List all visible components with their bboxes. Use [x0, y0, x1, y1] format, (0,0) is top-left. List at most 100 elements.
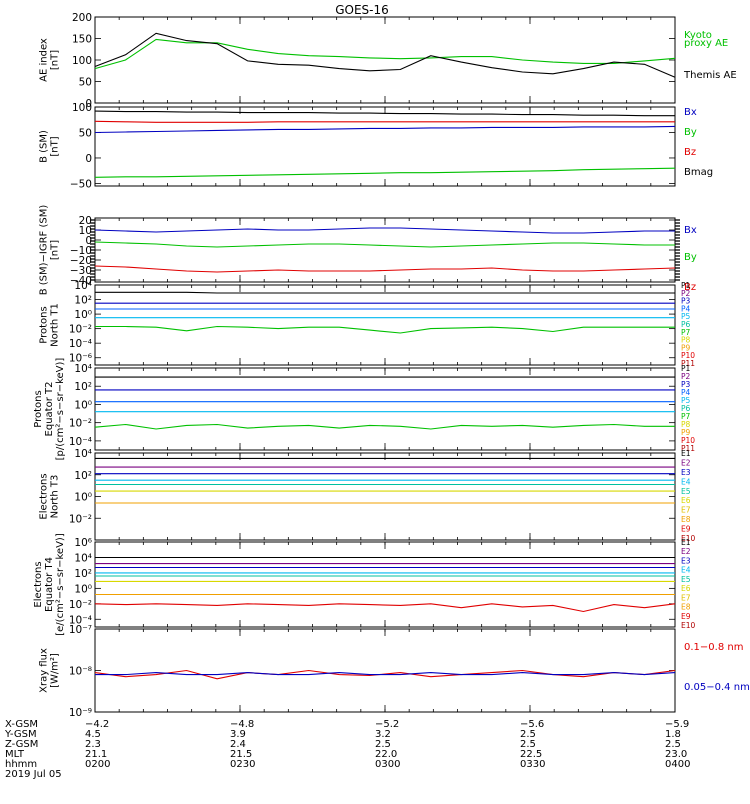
y-tick-label: 10⁻²: [69, 418, 92, 430]
orbit-cell: 0230: [230, 759, 255, 770]
y-tick-label: 10⁻⁶: [69, 353, 92, 365]
orbit-cell: 3.9: [230, 729, 246, 740]
y-tick-label: 10⁰: [74, 583, 92, 595]
orbit-cell: 2.3: [85, 739, 101, 750]
y-axis-label: Electrons: [39, 473, 50, 519]
y-tick-label: 10⁻²: [69, 599, 92, 611]
legend-label: P8: [681, 420, 691, 429]
orbit-cell: 0200: [85, 759, 110, 770]
y-tick-label: 10⁻⁴: [69, 338, 92, 350]
legend-label: E7: [681, 506, 691, 515]
legend-label: 0.05−0.4 nm: [684, 682, 750, 693]
orbit-cell: 3.2: [375, 729, 391, 740]
y-tick-label: 100: [72, 55, 92, 67]
legend-label: E1: [681, 449, 691, 458]
y-tick-label: 10⁻⁷: [69, 624, 92, 636]
panel-7: 10⁶ 10⁴ 10² 10⁰ 10⁻² 10⁻⁴ Electrons Equator T4[…: [33, 533, 696, 636]
y-tick-label: 20: [79, 215, 92, 227]
y-tick-label: 10²: [74, 470, 92, 482]
chart-title: GOES-16: [335, 3, 389, 17]
y-tick-label: 10⁴: [74, 552, 92, 564]
legend-label: P4: [681, 388, 691, 397]
y-axis-label: [nT]: [50, 50, 61, 70]
legend-label: E7: [681, 593, 691, 602]
y-tick-label: −30: [70, 265, 92, 277]
legend-label: By: [684, 127, 697, 138]
series-line: [94, 265, 676, 273]
y-tick-label: 10⁻⁸: [69, 666, 92, 678]
y-axis-label: Electrons: [33, 561, 44, 607]
y-tick-label: 10²: [74, 381, 92, 393]
orbit-row-label: Z-GSM: [5, 739, 38, 750]
orbit-cell: 0300: [375, 759, 400, 770]
legend-label: P2: [681, 289, 691, 298]
y-tick-label: 10⁰: [74, 309, 92, 321]
orbit-row-label: Y-GSM: [4, 729, 37, 740]
legend-label: Bz: [684, 282, 696, 293]
y-tick-label: −50: [70, 178, 92, 190]
legend-label: Bz: [684, 147, 696, 158]
legend-label: E8: [681, 603, 691, 612]
orbit-cell: 2.4: [230, 739, 246, 750]
y-tick-label: 200: [72, 12, 92, 24]
y-tick-label: 10⁶: [74, 537, 92, 549]
legend-label: E10: [681, 534, 696, 543]
legend-label: Themis AE: [683, 70, 737, 81]
legend-label: P1: [681, 281, 691, 290]
legend-label: E3: [681, 468, 691, 477]
legend-label: E5: [681, 487, 691, 496]
y-tick-label: 0: [85, 235, 92, 247]
legend-label: P10: [681, 351, 695, 360]
legend-label: E9: [681, 525, 691, 534]
legend-label: proxy AE: [684, 38, 728, 49]
orbit-cell: 4.5: [85, 729, 101, 740]
y-tick-label: 100: [72, 102, 92, 114]
orbit-cell: 22.5: [520, 749, 542, 760]
orbit-cell: −4.8: [230, 719, 254, 730]
y-tick-label: 10⁴: [74, 280, 92, 292]
legend-label: P5: [681, 396, 691, 405]
panel-2: −50 0 50 100 B (SM) [nT] Bx By Bz Bmag: [39, 102, 714, 190]
orbit-date: 2019 Jul 05: [5, 769, 62, 780]
legend-label: By: [684, 252, 697, 263]
y-axis-label: North T1: [50, 303, 61, 347]
y-tick-label: 10⁴: [74, 363, 92, 375]
orbit-cell: 1.8: [665, 729, 681, 740]
series-line: [94, 603, 676, 613]
legend-label: E5: [681, 575, 691, 584]
legend-label: Bx: [684, 107, 697, 118]
orbit-cell: 2.5: [520, 739, 536, 750]
y-tick-label: −40: [70, 275, 92, 287]
y-tick-label: 10⁻⁹: [69, 707, 92, 719]
legend-label: P4: [681, 304, 691, 313]
panel-4: 10⁴ 10² 10⁰ 10⁻² 10⁻⁴ 10⁻⁶ Protons North T1 P1P2…: [39, 280, 696, 368]
orbit-cell: 0330: [520, 759, 545, 770]
panel-frame: [94, 284, 676, 366]
y-tick-label: 10⁻⁴: [69, 436, 92, 448]
legend-label: E6: [681, 584, 691, 593]
panel-5: 10⁴ 10² 10⁰ 10⁻² 10⁻⁴ Protons Equator T2 [p/(cm…: [33, 358, 695, 461]
y-tick-label: 10⁰: [74, 492, 92, 504]
y-axis-label: Equator T4: [44, 557, 55, 612]
legend-label: E2: [681, 547, 691, 556]
panel-6: 10⁴ 10² 10⁰ 10⁻² Electrons North T3 E1E2E3E4E5…: [39, 448, 696, 543]
series-line: [94, 120, 675, 123]
y-axis-label: [W/m²]: [50, 653, 61, 688]
series-line: [94, 32, 676, 78]
legend-label: P8: [681, 336, 691, 345]
y-tick-label: 0: [85, 153, 92, 165]
series-line: [94, 423, 675, 430]
series-line: [95, 672, 676, 676]
legend-label: P3: [681, 297, 691, 306]
orbit-cell: −5.6: [520, 719, 544, 730]
y-tick-label: 50: [79, 77, 92, 89]
panel-frame: [94, 452, 676, 541]
orbit-cell: 2.5: [665, 739, 681, 750]
orbit-row-label: X-GSM: [5, 719, 38, 730]
y-axis-label: Xray flux: [39, 648, 50, 693]
y-tick-label: 10⁻²: [69, 324, 92, 336]
legend-label: E4: [681, 477, 691, 486]
legend-label: P5: [681, 312, 691, 321]
orbit-cell: −5.2: [375, 719, 399, 730]
